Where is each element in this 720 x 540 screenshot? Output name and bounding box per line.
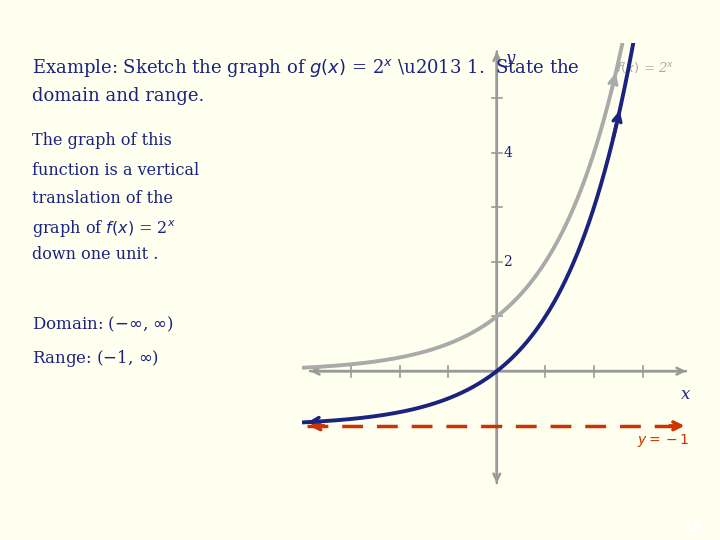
Text: 4: 4 <box>503 145 512 159</box>
Text: down one unit .: down one unit . <box>32 246 159 263</box>
Text: $y = -1$: $y = -1$ <box>636 433 689 449</box>
Text: graph of $f(x)$ = 2$^x$: graph of $f(x)$ = 2$^x$ <box>32 218 176 239</box>
Text: domain and range.: domain and range. <box>32 87 204 105</box>
Text: The graph of this: The graph of this <box>32 132 172 149</box>
Text: 13: 13 <box>683 520 702 534</box>
Text: Domain: ($-\infty$, $\infty$): Domain: ($-\infty$, $\infty$) <box>32 314 174 334</box>
Text: $f(x)$ = 2$^x$: $f(x)$ = 2$^x$ <box>616 60 675 75</box>
Text: Range: ($-$1, $\infty$): Range: ($-$1, $\infty$) <box>32 348 159 369</box>
Text: 2: 2 <box>503 255 512 269</box>
Text: x: x <box>680 387 690 403</box>
Text: translation of the: translation of the <box>32 190 174 207</box>
Text: function is a vertical: function is a vertical <box>32 162 199 179</box>
Text: Example: Sketch the graph of $g(x)$ = 2$^x$ \u2013 1.  State the: Example: Sketch the graph of $g(x)$ = 2$… <box>32 57 580 79</box>
Text: y: y <box>505 50 515 67</box>
